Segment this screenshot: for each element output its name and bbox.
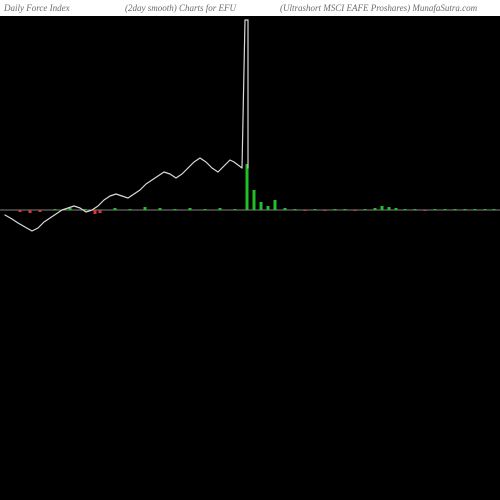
chart-svg (0, 0, 500, 500)
chart-canvas (0, 0, 500, 500)
title-band: Daily Force Index (2day smooth) Charts f… (0, 0, 500, 16)
title-left: Daily Force Index (4, 3, 70, 13)
title-right: (Ultrashort MSCI EAFE Proshares) MunafaS… (280, 3, 477, 13)
title-mid: (2day smooth) Charts for EFU (125, 3, 236, 13)
